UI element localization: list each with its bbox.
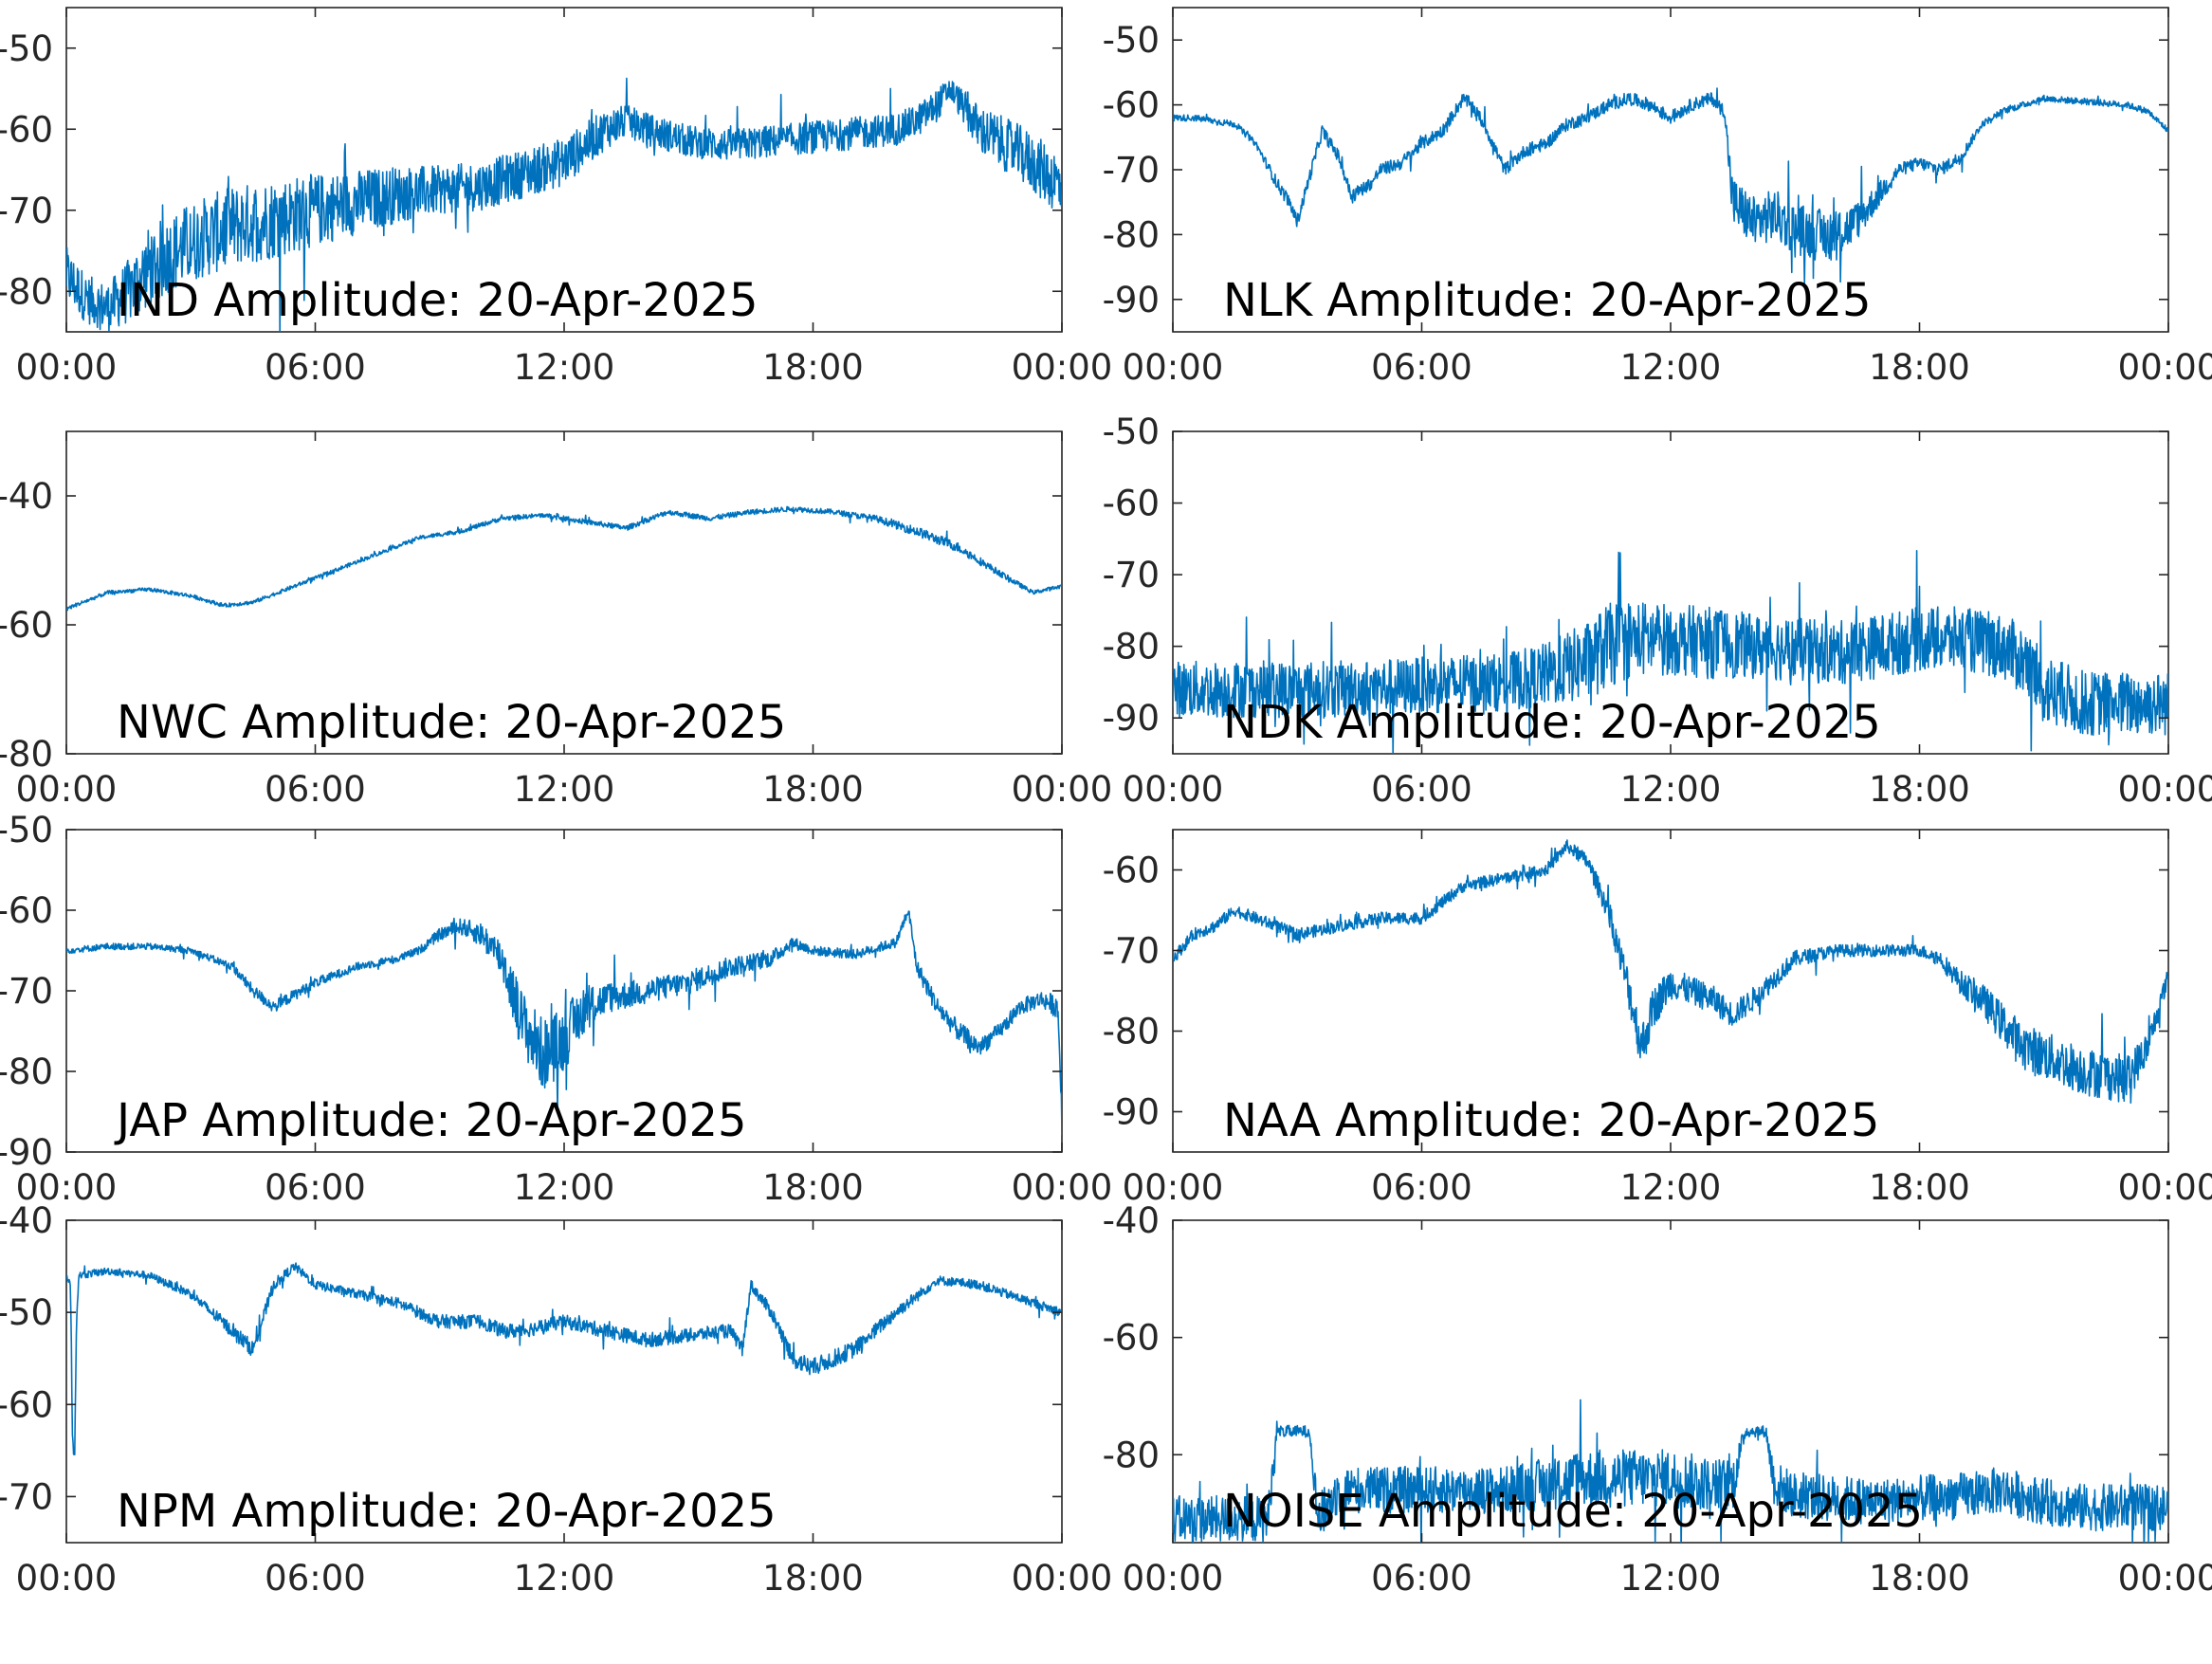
x-tick-label: 06:00 (1371, 347, 1472, 388)
y-tick-label: -60 (1103, 1318, 1160, 1359)
y-tick-label: -50 (0, 1292, 53, 1333)
x-tick-label: 12:00 (1620, 769, 1722, 810)
panel-nlk: -50 -60 -70 -80 -90 00:00 06:00 12:00 18:00 00:00… (1103, 8, 2212, 388)
x-tick-label: 00:00 (1012, 347, 1113, 388)
x-tick-label: 00:00 (1123, 769, 1224, 810)
panel-title-noise: NOISE Amplitude: 20-Apr-2025 (1223, 1485, 1923, 1538)
y-tick-label: -40 (1103, 1200, 1160, 1241)
y-tick-label: -70 (1103, 150, 1160, 191)
x-tick-label: 06:00 (1371, 1558, 1472, 1599)
x-tick-label: 18:00 (762, 1558, 864, 1599)
x-tick-label: 18:00 (1869, 769, 1970, 810)
x-tick-label: 12:00 (1620, 1558, 1722, 1599)
y-tick-label: -60 (0, 605, 53, 646)
y-tick-label: -50 (0, 28, 53, 69)
y-tick-label: -60 (1103, 85, 1160, 126)
x-tick-label: 00:00 (16, 769, 118, 810)
panel-ind: -50 -60 -70 -80 00:00 06:00 12:00 18:00 00:00 IND… (0, 8, 1112, 388)
x-tick-label: 00:00 (1012, 769, 1113, 810)
panel-title-npm: NPM Amplitude: 20-Apr-2025 (117, 1485, 777, 1538)
y-tick-label: -40 (0, 1200, 53, 1241)
panel-title-ndk: NDK Amplitude: 20-Apr-2025 (1223, 696, 1881, 749)
x-tick-label: 18:00 (1869, 1558, 1970, 1599)
x-tick-label: 00:00 (2118, 1167, 2212, 1208)
x-tick-label: 18:00 (1869, 1167, 1970, 1208)
y-tick-label: -70 (0, 191, 53, 231)
x-tick-label: 00:00 (2118, 769, 2212, 810)
y-tick-label: -40 (0, 476, 53, 517)
figure: -50 -60 -70 -80 00:00 06:00 12:00 18:00 00:00 IND… (0, 0, 2212, 1659)
x-tick-label: 00:00 (1123, 1558, 1224, 1599)
y-tick-label: -70 (0, 971, 53, 1012)
y-tick-label: -70 (1103, 555, 1160, 595)
panel-title-naa: NAA Amplitude: 20-Apr-2025 (1223, 1094, 1879, 1147)
x-tick-label: 00:00 (1123, 347, 1224, 388)
x-tick-label: 06:00 (265, 769, 366, 810)
y-tick-label: -60 (0, 890, 53, 931)
x-tick-label: 12:00 (514, 347, 615, 388)
y-tick-label: -80 (1103, 627, 1160, 667)
panel-npm: -40 -50 -60 -70 00:00 06:00 12:00 18:00 00:00 NPM… (0, 1200, 1112, 1599)
x-tick-label: 00:00 (2118, 1558, 2212, 1599)
x-tick-label: 12:00 (1620, 347, 1722, 388)
y-tick-label: -90 (1103, 698, 1160, 739)
x-tick-label: 12:00 (514, 1167, 615, 1208)
panel-title-jap: JAP Amplitude: 20-Apr-2025 (114, 1094, 747, 1147)
y-tick-label: -80 (1103, 214, 1160, 255)
y-tick-label: -80 (1103, 1435, 1160, 1475)
panel-title-nwc: NWC Amplitude: 20-Apr-2025 (117, 696, 786, 749)
panel-title-ind: IND Amplitude: 20-Apr-2025 (117, 274, 758, 327)
x-tick-label: 06:00 (265, 1558, 366, 1599)
x-tick-label: 18:00 (762, 347, 864, 388)
x-tick-label: 00:00 (1012, 1558, 1113, 1599)
y-tick-label: -50 (1103, 411, 1160, 452)
x-tick-label: 18:00 (1869, 347, 1970, 388)
y-tick-label: -60 (1103, 850, 1160, 891)
x-tick-label: 00:00 (1012, 1167, 1113, 1208)
y-tick-label: -80 (0, 1051, 53, 1092)
y-tick-label: -80 (1103, 1012, 1160, 1052)
x-tick-label: 18:00 (762, 1167, 864, 1208)
y-tick-label: -70 (1103, 931, 1160, 972)
y-tick-label: -50 (1103, 20, 1160, 61)
amplitude-figure: -50 -60 -70 -80 00:00 06:00 12:00 18:00 00:00 IND… (0, 0, 2212, 1659)
x-tick-label: 12:00 (514, 1558, 615, 1599)
panel-naa: -60 -70 -80 -90 00:00 06:00 12:00 18:00 00:00 NAA… (1103, 830, 2212, 1208)
x-tick-label: 00:00 (2118, 347, 2212, 388)
x-tick-label: 18:00 (762, 769, 864, 810)
y-tick-label: -60 (0, 1384, 53, 1425)
y-tick-label: -60 (0, 109, 53, 150)
y-tick-label: -90 (1103, 280, 1160, 320)
x-tick-label: 12:00 (1620, 1167, 1722, 1208)
x-tick-label: 12:00 (514, 769, 615, 810)
x-tick-label: 06:00 (265, 347, 366, 388)
y-tick-label: -90 (1103, 1092, 1160, 1133)
panel-title-nlk: NLK Amplitude: 20-Apr-2025 (1223, 274, 1872, 327)
x-tick-label: 06:00 (1371, 1167, 1472, 1208)
x-tick-label: 00:00 (16, 1558, 118, 1599)
y-tick-label: -70 (0, 1476, 53, 1517)
y-tick-label: -60 (1103, 484, 1160, 524)
x-tick-label: 00:00 (16, 347, 118, 388)
y-tick-label: -50 (0, 810, 53, 850)
panel-noise: -40 -60 -80 00:00 06:00 12:00 18:00 00:00 NOISE … (1103, 1200, 2212, 1599)
y-tick-label: -80 (0, 271, 53, 312)
x-tick-label: 06:00 (1371, 769, 1472, 810)
x-tick-label: 06:00 (265, 1167, 366, 1208)
panel-ndk: -50 -60 -70 -80 -90 00:00 06:00 12:00 18:00 00:00… (1103, 411, 2212, 810)
